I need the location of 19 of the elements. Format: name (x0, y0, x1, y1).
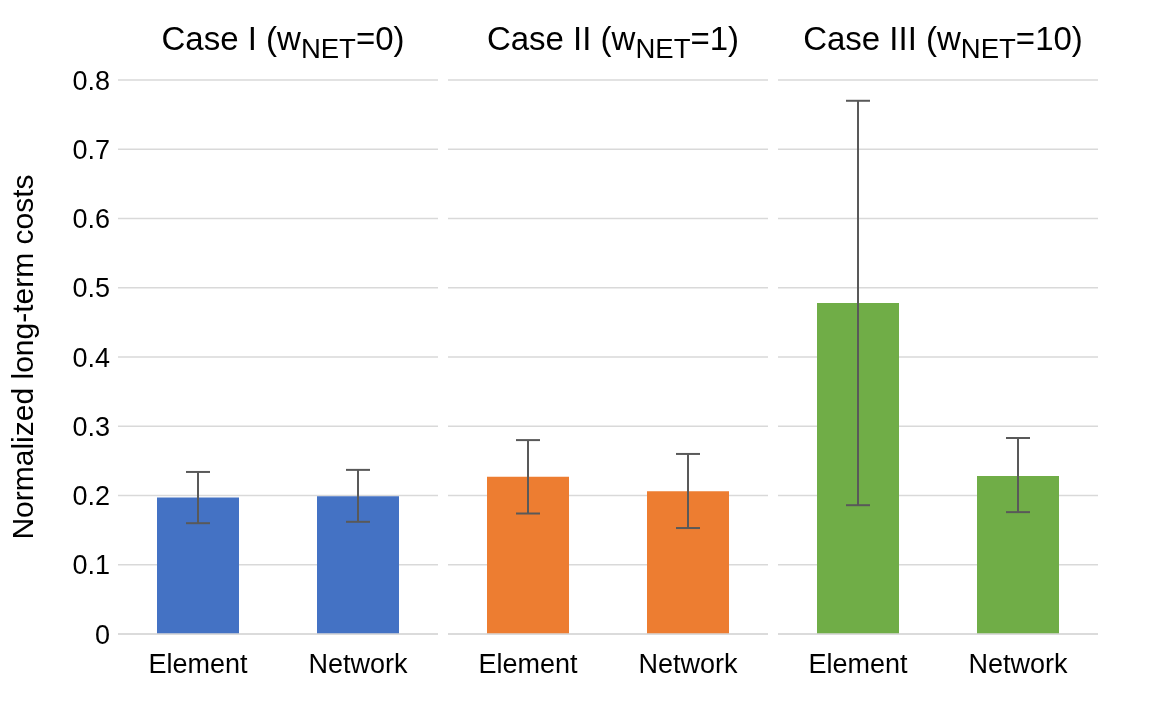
chart-title: Case II (w$_{NET}$=1) (485, 19, 741, 66)
x-tick-label: Element (148, 649, 249, 680)
x-tick-label: Network (638, 649, 739, 680)
chart-title: Case I (w$_{NET}$=0) (161, 20, 405, 64)
y-tick-label: 0.4 (72, 342, 110, 373)
y-tick-label: 0.3 (72, 411, 110, 442)
y-tick-label: 0.8 (72, 65, 110, 96)
x-tick-label: Network (968, 649, 1069, 680)
y-tick-label: 0.7 (72, 134, 110, 165)
y-tick-label: 0.2 (72, 481, 110, 512)
y-tick-label: 0.5 (72, 273, 110, 304)
y-tick-label: 0.1 (72, 550, 110, 581)
y-axis-title: Normalized long-term costs (5, 174, 39, 540)
y-tick-label: 0.6 (72, 204, 110, 235)
chart-title: Case III (w$_{NET}$=10) (802, 19, 1084, 66)
x-tick-label: Network (308, 649, 409, 680)
y-tick-label: 0 (94, 619, 110, 650)
x-tick-label: Element (478, 649, 579, 680)
x-tick-label: Element (808, 649, 909, 680)
